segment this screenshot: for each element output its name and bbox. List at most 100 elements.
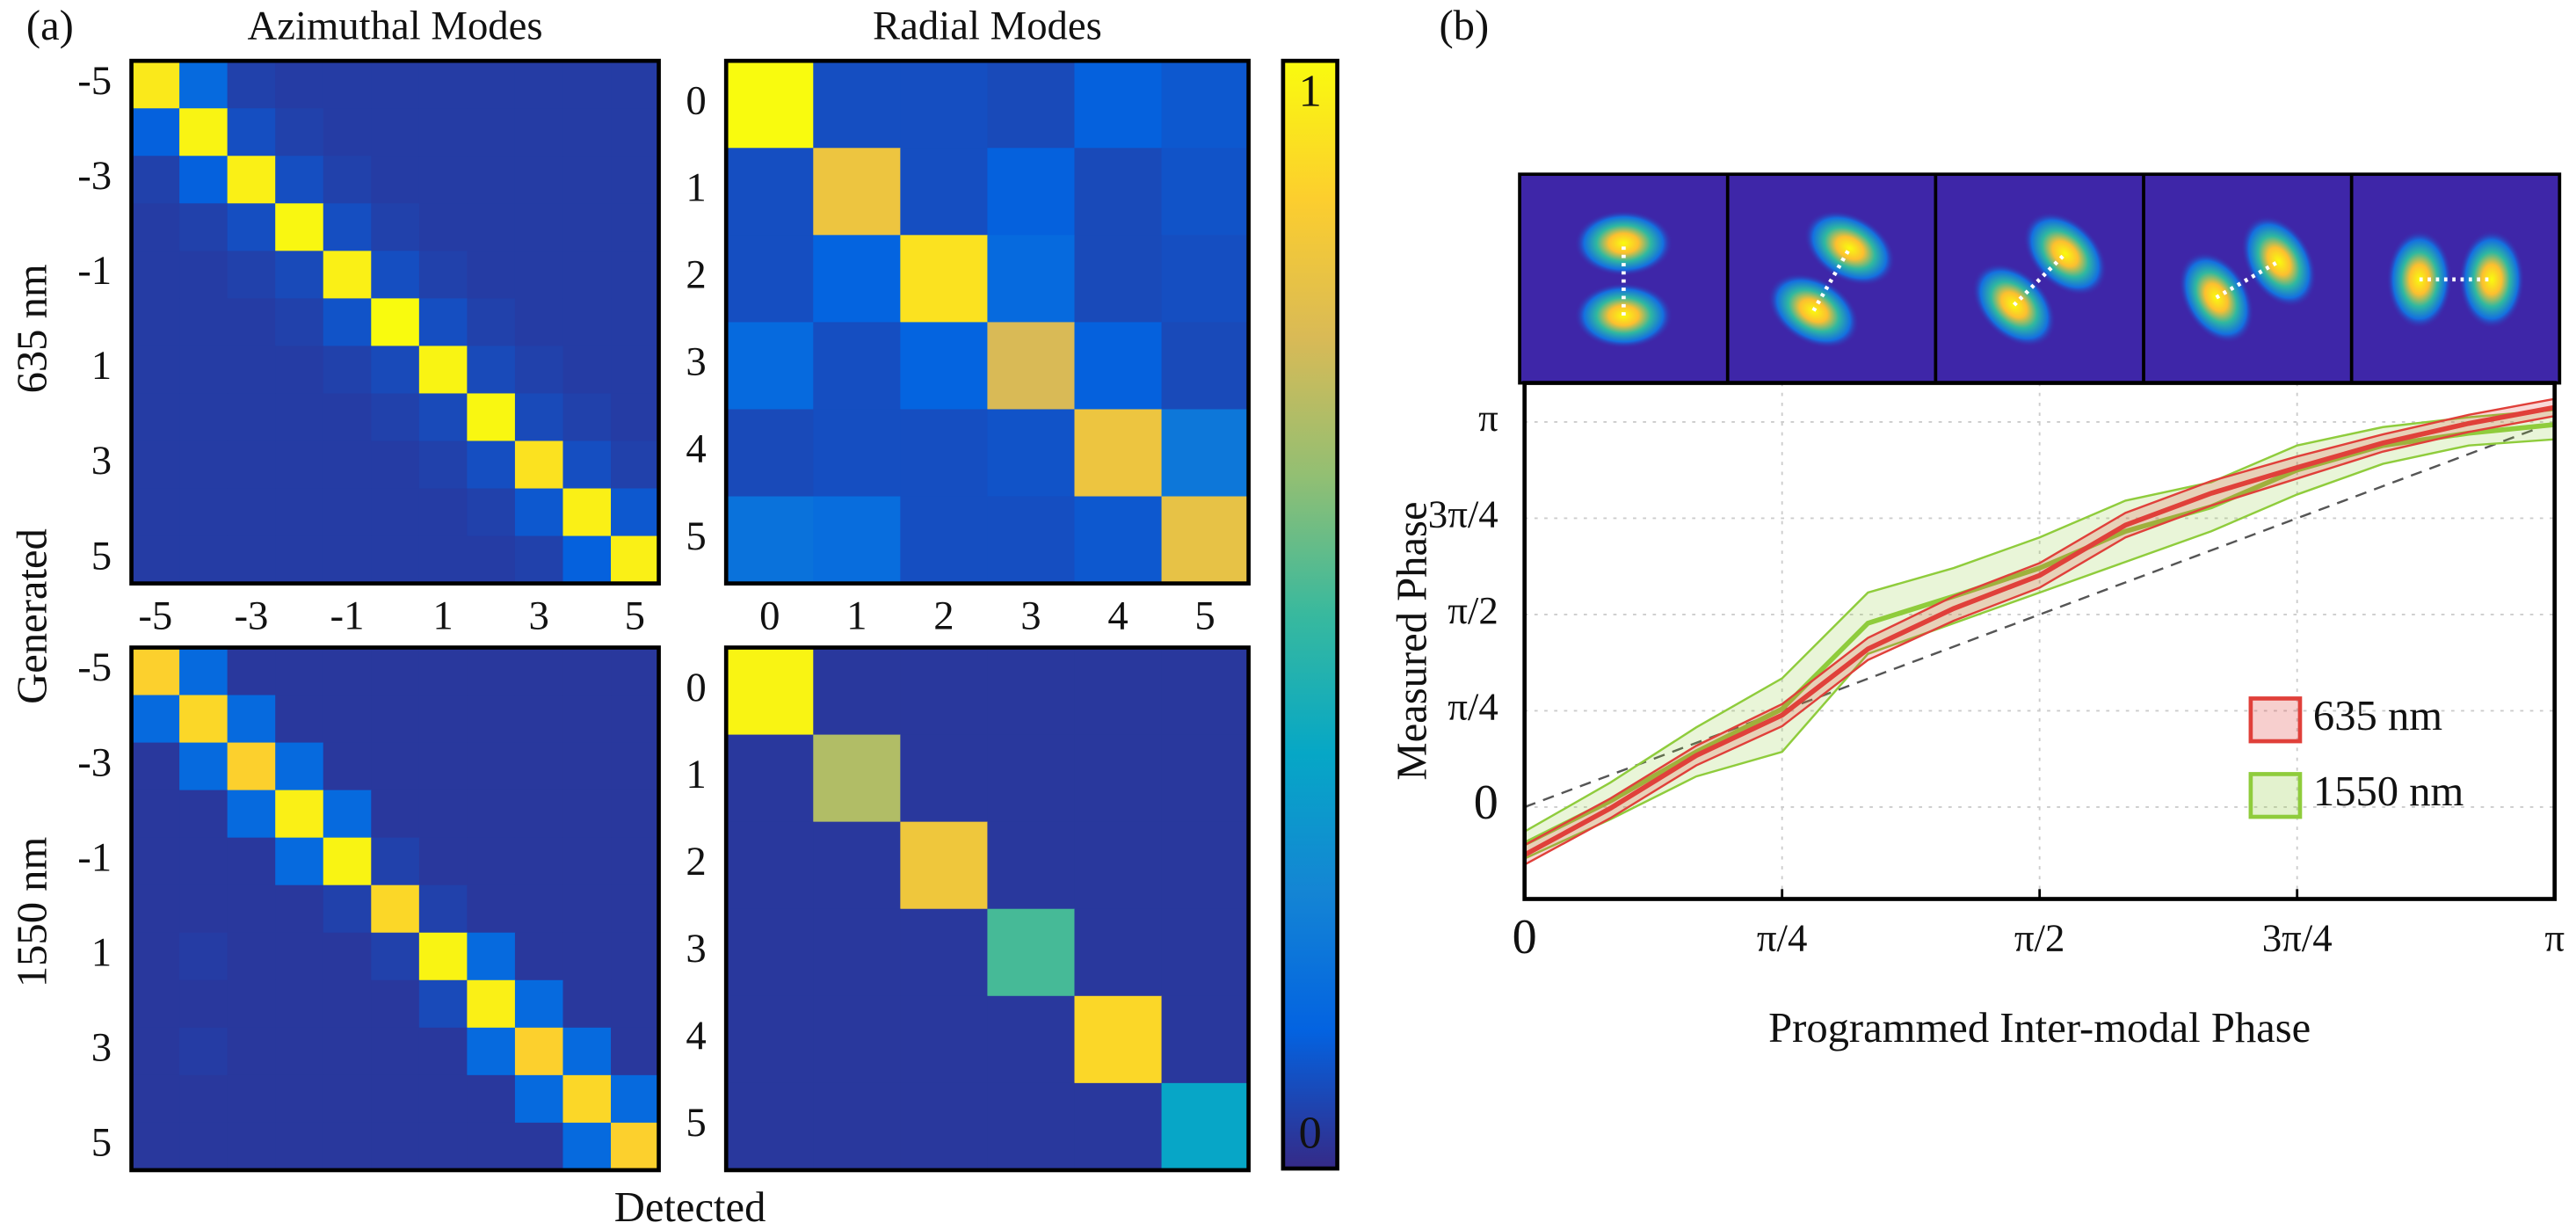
heatmap-cell [227,932,276,981]
heatmap-cell [987,1082,1076,1171]
heatmap-cell [611,203,660,251]
heatmap-cell [131,742,180,791]
heatmap-cell [813,1082,901,1171]
heatmap-cell [227,156,276,204]
heatmap-cell [323,1027,372,1076]
heatmap-cell [418,742,468,791]
x-tick-label: π/2 [2014,915,2065,959]
heatmap-cell [726,995,814,1084]
heatmap-cell [1074,821,1163,910]
y-tick-label: -3 [77,739,112,785]
heatmap-cell [227,1122,276,1171]
legend-swatch [2248,772,2303,819]
heatmap-cell [131,298,180,346]
heatmap-cell [987,908,1076,997]
heatmap-cell [227,251,276,299]
heatmap-cell [323,1122,372,1171]
mode-image [1767,210,1896,349]
heatmap-cell [1161,647,1250,736]
heatmap-cell [418,647,468,696]
heatmap-cell [467,346,516,395]
heatmap-cell [227,695,276,744]
heatmap-cell [131,535,180,585]
y-tick-label: 5 [686,1100,706,1146]
heatmap-cell [726,148,814,236]
heatmap-cell [514,979,564,1029]
heatmap-cell [323,837,372,886]
heatmap-cell [1074,734,1163,823]
lobe [2386,229,2453,329]
heatmap-cell [467,884,516,934]
heatmap-cell [813,235,901,323]
heatmap-cell [418,251,468,299]
heatmap-cell [987,496,1076,585]
heatmap-cell [562,488,612,537]
separation [1811,247,1852,312]
heatmap-cell [323,932,372,981]
heatmap-cell [813,995,901,1084]
heatmap-cell [371,156,420,204]
heatmap-cell [227,440,276,490]
heatmap-cell [371,647,420,696]
heatmap-cell [179,647,229,696]
mode-image [1971,212,2108,347]
heatmap-cell [611,1074,660,1124]
heatmap-cell [726,235,814,323]
image-strip [1518,172,2562,385]
heatmap-cell [179,695,229,744]
heatmap-cell [418,790,468,839]
heatmap-cell [1074,496,1163,585]
heatmap-cell [179,203,229,251]
heatmap-cell [514,346,564,395]
heatmap-cell [1074,908,1163,997]
heatmap-cell [227,979,276,1029]
mode-image [2178,215,2317,344]
heatmap-cell [275,979,324,1029]
heatmap-cell [900,61,988,149]
heatmap-cell [514,1122,564,1171]
heatmap-cell [418,156,468,204]
heatmap-cell [514,203,564,251]
heatmap-cell [418,61,468,109]
heatmap-cell [371,1122,420,1171]
heatmap-cell [467,393,516,442]
y-tick-label: 0 [686,77,706,123]
heatmap-cell [514,742,564,791]
lobe [2458,229,2525,329]
heatmap-cell [418,488,468,537]
heatmap-cell [1074,61,1163,149]
heatmap-cell [323,393,372,442]
heatmap-cell [900,995,988,1084]
y-tick-label: 3 [686,926,706,972]
heatmap-cell [611,1027,660,1076]
y-tick-label: 3π/4 [1428,492,1498,536]
heatmap-cell [514,488,564,537]
heatmap-cell [227,742,276,791]
heatmap-cell [323,156,372,204]
heatmap-cell [1161,821,1250,910]
heatmap-cell [611,979,660,1029]
heatmap-cell [562,1027,612,1076]
colorbar-tick-label: 0 [1299,1108,1322,1159]
x-tick-label: -3 [234,593,268,638]
heatmap-cell [227,647,276,696]
heatmap-cell [900,496,988,585]
heatmap-cell [562,1122,612,1171]
heatmap-cell [131,393,180,442]
y-tick-label: π [1478,396,1498,440]
heatmap-cell [179,1027,229,1076]
heatmap-cell [179,932,229,981]
y-tick-label: 2 [686,839,706,884]
heatmap-cell [562,251,612,299]
heatmap-cell [611,535,660,585]
heatmap-cell [179,298,229,346]
heatmap-cell [726,496,814,585]
mode-images [1518,172,2562,385]
heatmap-cell [611,156,660,204]
heatmap-cell [275,346,324,395]
x-tick-label: 2 [933,593,954,638]
heatmap-cell [562,837,612,886]
heatmap-cell [1074,235,1163,323]
lobe [1971,263,2057,347]
heatmap-cell [371,346,420,395]
